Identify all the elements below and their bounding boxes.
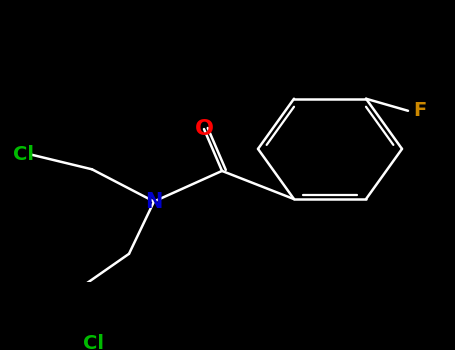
Text: Cl: Cl (14, 145, 35, 164)
Text: F: F (414, 101, 427, 120)
Text: N: N (145, 191, 163, 211)
Text: O: O (194, 119, 213, 139)
Text: Cl: Cl (84, 334, 105, 350)
